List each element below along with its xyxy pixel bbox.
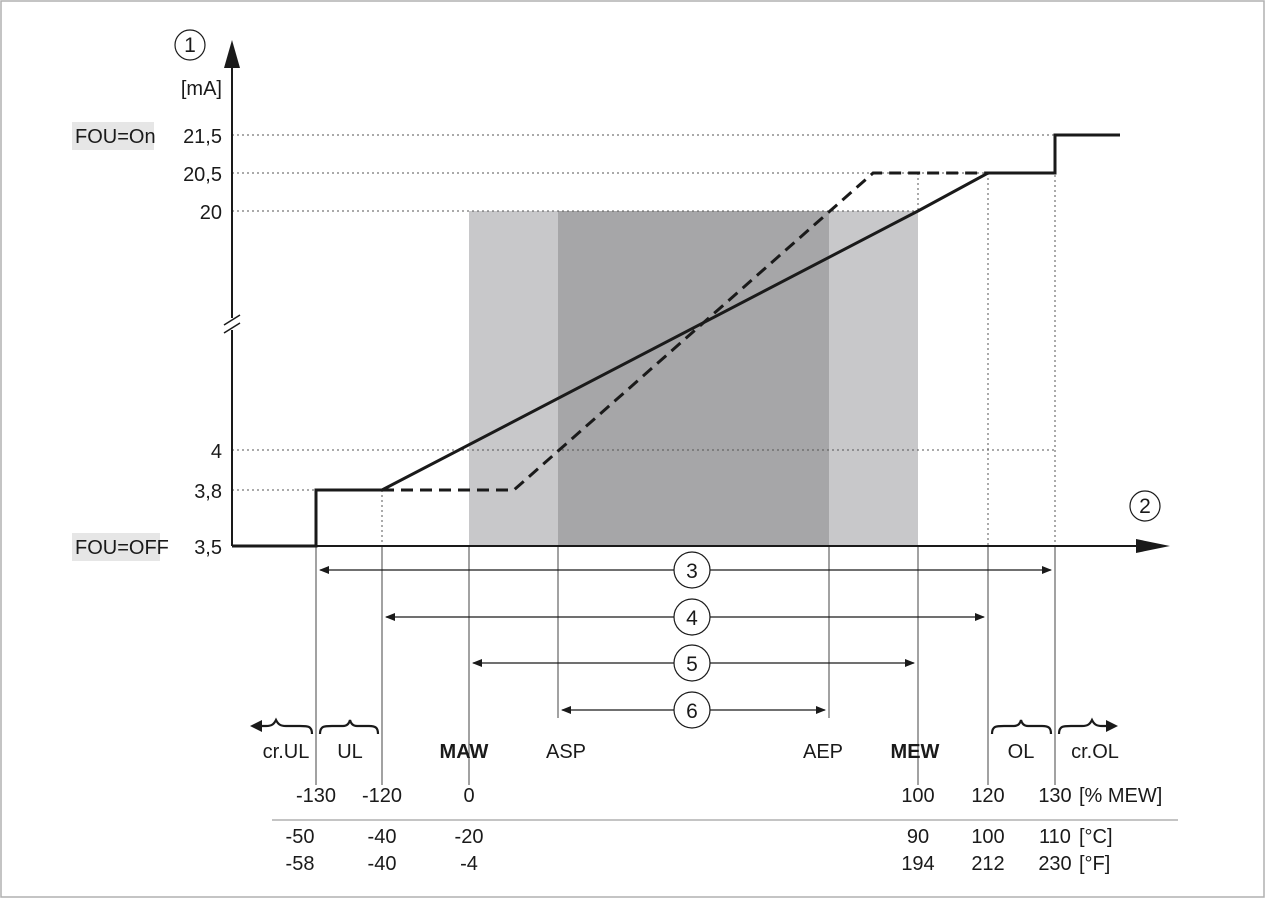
cr-ul-arrowhead [250,720,262,732]
y-tick-3-8: 3,8 [194,481,222,503]
fou-on-highlight [72,122,154,150]
y-tick-3-5: 3,5 [194,537,222,559]
y-axis-arrowhead [224,40,240,68]
label-asp: ASP [546,741,586,763]
label-maw: MAW [440,741,489,763]
celsius-value-2: -40 [368,826,397,848]
percent-value-1: -130 [296,785,336,807]
fahrenheit-unit: [°F] [1079,853,1110,875]
label-mew: MEW [891,741,940,763]
fahrenheit-value-4: 194 [901,853,934,875]
brace-cr-ol [1057,717,1108,735]
fahrenheit-value-2: -40 [368,853,397,875]
y-tick-3-5-prefix: FOU=OFF [75,537,169,559]
y-axis-unit: [mA] [181,78,222,100]
celsius-value-5: 100 [971,826,1004,848]
reference-lines [315,546,1056,785]
marker-circle-3 [673,551,711,589]
fahrenheit-value-5: 212 [971,853,1004,875]
dashed-output-curve [382,171,988,492]
label-cr-ul: cr.UL [263,741,310,763]
y-tick-20: 20 [200,202,222,224]
percent-value-4: 100 [901,785,934,807]
vertical-guides [381,135,1056,546]
y-tick-21-5: 21,5 [183,126,222,148]
zone-braces [260,717,1108,735]
fou-off-highlight [72,533,160,561]
cr-ol-arrowhead [1106,720,1118,732]
label-aep: AEP [803,741,843,763]
fahrenheit-value-6: 230 [1038,853,1071,875]
celsius-value-3: -20 [455,826,484,848]
percent-unit: [% MEW] [1079,785,1162,807]
y-tick-4: 4 [211,441,222,463]
solid-output-curve [232,133,1120,548]
y-axis-break [223,314,241,334]
marker-1-label: 1 [184,34,196,57]
marker-circle-5 [673,644,711,682]
percent-value-6: 130 [1038,785,1071,807]
marker-2-label: 2 [1139,495,1151,518]
x-axis-arrowhead [1136,539,1170,553]
marker-4-label: 4 [686,607,698,630]
percent-value-5: 120 [971,785,1004,807]
label-cr-ol: cr.OL [1071,741,1119,763]
fahrenheit-value-1: -58 [286,853,315,875]
analog-range-band [558,211,829,546]
celsius-unit: [°C] [1079,826,1113,848]
brace-ul [318,719,380,735]
y-tick-20-5: 20,5 [183,164,222,186]
label-ul: UL [337,741,363,763]
celsius-value-6: 110 [1039,826,1071,848]
marker-3-label: 3 [686,560,698,583]
brace-cr-ul [260,717,314,735]
marker-circle-6 [673,691,711,729]
marker-5-label: 5 [686,653,698,676]
brace-ol [990,719,1053,735]
marker-circle-1 [174,29,206,61]
percent-value-3: 0 [463,785,474,807]
celsius-value-4: 90 [907,826,929,848]
celsius-value-1: -50 [286,826,315,848]
y-tick-21-5-prefix: FOU=On [75,126,156,148]
fahrenheit-value-3: -4 [460,853,478,875]
marker-6-label: 6 [686,700,698,723]
range-arrows [319,566,1052,714]
marker-circle-2 [1129,490,1161,522]
label-ol: OL [1008,741,1035,763]
marker-circle-4 [673,598,711,636]
percent-value-2: -120 [362,785,402,807]
